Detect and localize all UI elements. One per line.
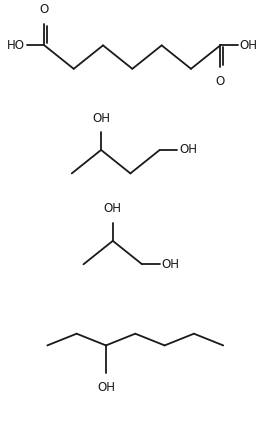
Text: HO: HO [7,39,25,52]
Text: O: O [216,75,225,88]
Text: OH: OH [240,39,258,52]
Text: OH: OH [97,381,115,394]
Text: OH: OH [179,144,197,156]
Text: OH: OH [162,258,180,271]
Text: OH: OH [104,202,122,215]
Text: O: O [40,3,49,16]
Text: OH: OH [92,111,110,125]
